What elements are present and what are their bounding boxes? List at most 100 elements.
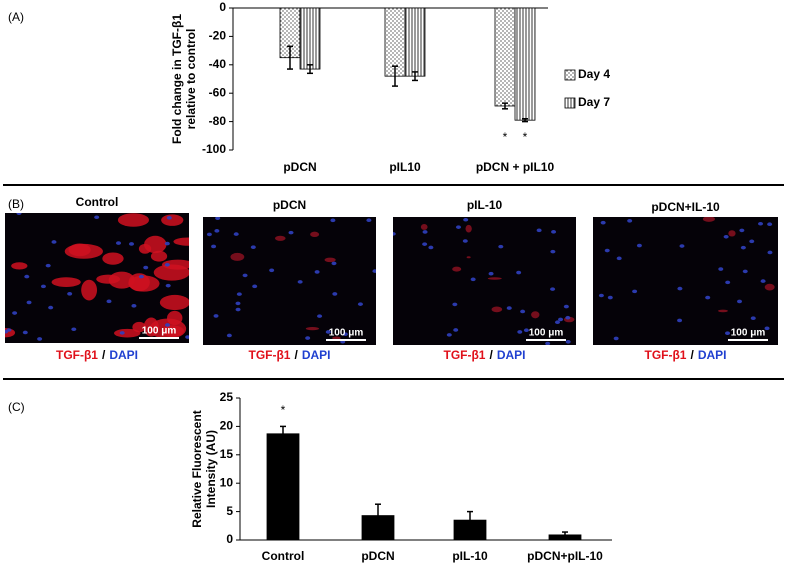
nucleus (517, 330, 523, 334)
cell (531, 311, 540, 319)
nucleus (393, 232, 396, 236)
nucleus (94, 215, 100, 220)
caption-marker: TGF-β1 (644, 348, 686, 362)
nucleus (462, 239, 468, 243)
nucleus (317, 314, 323, 318)
cell (466, 256, 471, 259)
bar (404, 7, 426, 77)
nucleus (342, 332, 348, 336)
scale-bar-label: 100 μm (329, 328, 364, 339)
nucleus (520, 309, 526, 314)
nucleus (40, 284, 46, 289)
micrograph (393, 217, 576, 345)
scale-bar-label: 100 μm (142, 326, 177, 337)
nucleus (705, 295, 711, 300)
cell (114, 328, 141, 338)
cell (128, 275, 160, 292)
nucleus (16, 213, 22, 216)
nucleus (305, 336, 311, 340)
cell (728, 230, 736, 237)
nucleus (498, 244, 504, 249)
nucleus (767, 222, 773, 227)
nucleus (677, 286, 683, 291)
nucleus (297, 280, 303, 284)
nucleus (51, 240, 57, 244)
nucleus (550, 287, 556, 291)
nucleus (636, 243, 642, 248)
legend-swatch (564, 97, 576, 109)
nucleus (12, 311, 18, 315)
y-tick-label: 15 (220, 447, 234, 461)
nucleus (604, 248, 610, 253)
y-tick-label: -100 (202, 142, 226, 156)
y-tick-label: 25 (220, 390, 234, 404)
micrograph (203, 217, 376, 345)
nucleus (165, 283, 171, 288)
nucleus (506, 306, 512, 310)
nucleus (428, 245, 434, 250)
micrograph-content (393, 217, 575, 345)
nucleus (288, 230, 294, 235)
cell (310, 231, 320, 238)
nucleus (632, 289, 638, 294)
y-tick-label: 0 (226, 532, 233, 546)
bar (548, 534, 582, 541)
panel-label: (B) (8, 197, 24, 211)
y-axis-label: Fold change in TGF-β1 (170, 14, 184, 144)
nucleus (616, 256, 622, 261)
cell (51, 277, 81, 287)
annotation: * (503, 130, 508, 144)
nucleus (242, 273, 248, 278)
nucleus (71, 327, 77, 332)
caption-separator: / (489, 348, 493, 362)
cell (149, 318, 187, 340)
nucleus (206, 232, 212, 237)
nucleus (446, 333, 452, 337)
y-axis-label: Relative Fluorescent (190, 410, 204, 527)
nucleus (129, 242, 135, 246)
y-tick-label: 5 (226, 504, 233, 518)
micrograph (593, 217, 778, 345)
nucleus (613, 336, 619, 341)
nucleus (488, 271, 494, 276)
nucleus (164, 241, 170, 246)
nucleus (767, 250, 773, 255)
x-tick-label: pIL-10 (452, 549, 488, 563)
nucleus (598, 293, 604, 298)
x-tick-label: Control (262, 549, 305, 563)
cell (159, 294, 189, 311)
cell (452, 266, 462, 272)
x-tick-label: pDCN (361, 549, 394, 563)
cell (68, 243, 91, 257)
cell (102, 252, 124, 265)
nucleus (211, 244, 217, 249)
nucleus (723, 234, 729, 239)
cell (161, 259, 189, 270)
nucleus (214, 229, 220, 233)
cell (274, 235, 286, 241)
nucleus (737, 299, 743, 304)
micrograph-content (598, 217, 775, 341)
annotation: * (523, 130, 528, 144)
nucleus (758, 221, 764, 226)
nucleus (627, 219, 633, 223)
caption: TGF-β1 /DAPI (56, 348, 138, 362)
x-tick-label: pDCN + pIL10 (476, 160, 555, 174)
y-tick-label: -80 (209, 114, 227, 128)
scale-bar-label: 100 μm (529, 328, 564, 339)
legend-label: Day 4 (578, 67, 610, 81)
nucleus (470, 277, 476, 282)
image-title: Control (76, 195, 119, 209)
nucleus (314, 270, 320, 274)
nucleus (516, 270, 522, 275)
cell (717, 309, 728, 313)
caption-stain: DAPI (109, 348, 138, 362)
cell (173, 237, 189, 246)
scale-bar-label: 100 μm (731, 328, 766, 339)
cell (81, 279, 98, 301)
nucleus (119, 331, 125, 335)
nucleus (233, 232, 239, 236)
cell (108, 271, 135, 289)
nucleus (325, 330, 331, 334)
